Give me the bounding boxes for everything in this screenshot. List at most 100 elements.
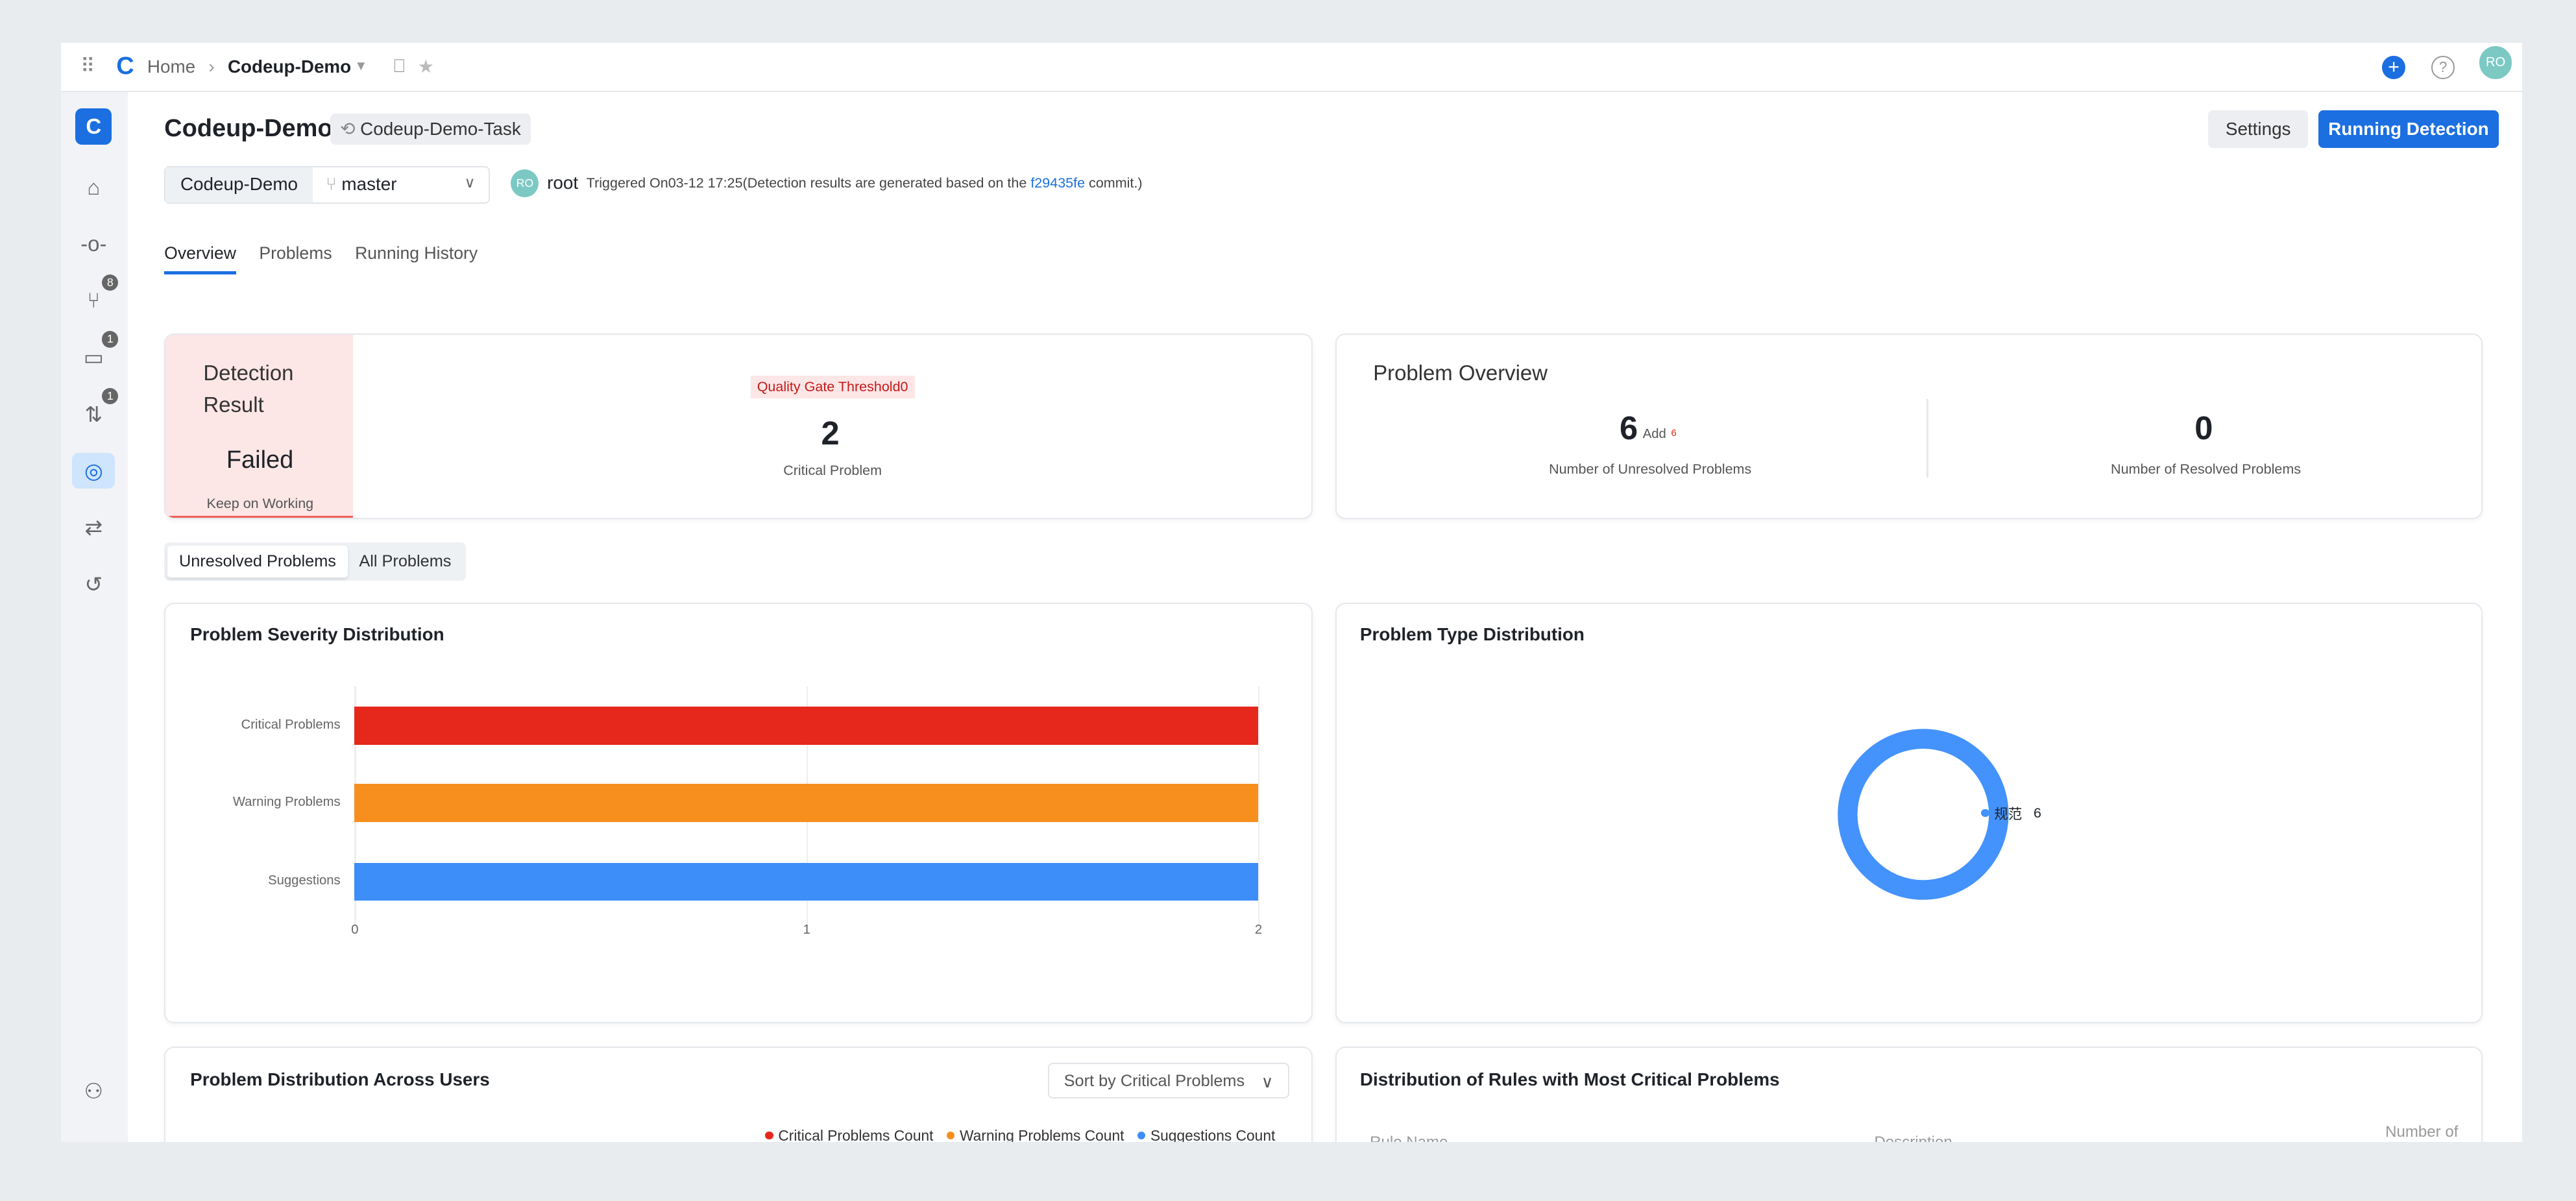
filter-all[interactable]: All Problems	[359, 552, 452, 570]
merge-request-icon: ⇅	[84, 402, 103, 426]
tab-problems[interactable]: Problems	[259, 243, 332, 263]
legend-value: 6	[2034, 805, 2041, 821]
x-tick-label: 2	[1254, 923, 1263, 938]
branch-icon: ⑂	[326, 173, 337, 194]
resolved-count: 0	[2194, 409, 2213, 446]
running-detection-button[interactable]: Running Detection	[2318, 110, 2499, 148]
members-icon: ⚇	[84, 1078, 104, 1103]
user-avatar[interactable]: RO	[2479, 45, 2512, 79]
bookmark-icon[interactable]: ⎕	[393, 56, 405, 77]
code-detection-icon: ◎	[84, 458, 103, 483]
grid-line	[1258, 686, 1260, 928]
bar-warning-problems[interactable]	[354, 784, 1258, 822]
tag-icon: ▭	[83, 345, 104, 370]
type-chart-title: Problem Type Distribution	[1359, 624, 1585, 644]
codeup-logo-icon[interactable]: C	[116, 53, 134, 80]
count-badge: 1	[102, 387, 119, 404]
column-rule-name: Rule Name	[1370, 1134, 1448, 1142]
count-badge: 8	[102, 274, 119, 291]
legend-dot	[1981, 808, 1989, 818]
problem-filter: Unresolved Problems All Problems	[164, 542, 467, 581]
donut-slice[interactable]	[1838, 729, 2010, 900]
pipeline-icon: ⇄	[84, 515, 103, 540]
trigger-suffix: commit.)	[1085, 175, 1143, 191]
commit-icon: -o-	[80, 231, 107, 256]
sidebar-item-merge-request[interactable]: ⇅ 1	[72, 387, 119, 432]
legend-dot	[765, 1131, 773, 1140]
result-subtitle: Keep on Working	[206, 496, 314, 512]
sidebar-item-code-detection[interactable]: ◎	[72, 452, 115, 489]
apps-grid-icon[interactable]: ⠿	[80, 55, 95, 78]
type-donut-chart	[1838, 729, 2010, 900]
sidebar-item-pipeline[interactable]: ⇄	[72, 509, 115, 546]
resolved-label: Number of Resolved Problems	[2111, 461, 2302, 477]
help-icon[interactable]: ?	[2431, 56, 2455, 79]
critical-label: Critical Problem	[783, 463, 882, 479]
legend-dot	[1137, 1131, 1146, 1140]
repo-logo-icon[interactable]: C	[75, 108, 112, 145]
add-value: 6	[1671, 428, 1677, 439]
severity-chart-title: Problem Severity Distribution	[190, 624, 444, 644]
top-bar: ⠿ C Home › Codeup-Demo ▼ ⎕ ★ + ? RO	[60, 43, 2522, 92]
sidebar-item-members[interactable]: ⚇	[72, 1073, 115, 1109]
unresolved-count: 6	[1619, 409, 1638, 446]
legend-item[interactable]: Warning Problems Count	[946, 1126, 1124, 1142]
breadcrumb-repo[interactable]: Codeup-Demo	[227, 56, 352, 77]
trigger-info: RO root Triggered On03-12 17:25(Detectio…	[511, 169, 1143, 197]
unresolved-label: Number of Unresolved Problems	[1549, 461, 1752, 477]
overview-divider	[1926, 398, 1928, 478]
y-tick-label: Critical Problems	[241, 717, 341, 732]
y-tick-label: Suggestions	[268, 873, 341, 888]
repo-branch-selector[interactable]: Codeup-Demo ⑂ master ∨	[164, 165, 490, 204]
trigger-avatar: RO	[511, 169, 539, 197]
result-title: Detection Result	[203, 361, 294, 417]
users-legend: Critical Problems Count Warning Problems …	[752, 1123, 1275, 1142]
legend-label: Warning Problems Count	[959, 1126, 1124, 1142]
rules-table-title: Distribution of Rules with Most Critical…	[1359, 1069, 1780, 1089]
users-chart-card: Problem Distribution Across Users Sort b…	[164, 1046, 1313, 1142]
legend-item[interactable]: Suggestions Count	[1137, 1127, 1275, 1142]
tab-running-history[interactable]: Running History	[355, 243, 478, 263]
star-icon[interactable]: ★	[417, 56, 434, 77]
commit-link[interactable]: f29435fe	[1030, 175, 1086, 191]
legend-label: 规范	[1994, 806, 2023, 822]
unresolved-stat: 6 Add 6	[1620, 409, 1677, 447]
trigger-text: Triggered On03-12 17:25(Detection result…	[586, 175, 1031, 191]
branch-name: master	[341, 173, 397, 194]
sidebar-item-branch[interactable]: ⑂ 8	[72, 274, 119, 319]
legend-item[interactable]: Critical Problems Count	[765, 1127, 933, 1142]
users-chart-title: Problem Distribution Across Users	[190, 1069, 490, 1089]
settings-button[interactable]: Settings	[2207, 110, 2309, 148]
history-icon: ↺	[84, 572, 103, 596]
filter-unresolved[interactable]: Unresolved Problems	[167, 545, 348, 577]
home-icon: ⌂	[87, 175, 101, 199]
bar-critical-problems[interactable]	[354, 707, 1258, 745]
x-tick-label: 0	[351, 923, 359, 938]
task-icon: ⟲	[340, 119, 361, 140]
sidebar-item-commit[interactable]: -o-	[72, 226, 115, 262]
bar-suggestions[interactable]	[354, 863, 1258, 901]
breadcrumb-home[interactable]: Home	[147, 56, 196, 77]
overview-title: Problem Overview	[1373, 361, 1548, 385]
sidebar-item-tag[interactable]: ▭ 1	[72, 331, 119, 376]
problem-overview-card: Problem Overview 6 Add 6 Number of Unres…	[1335, 333, 2483, 520]
donut-legend-item[interactable]: 规范 6	[1981, 803, 2041, 823]
caret-down-icon[interactable]: ▼	[354, 59, 368, 74]
task-tag[interactable]: ⟲ Codeup-Demo-Task	[330, 113, 531, 145]
breadcrumb-separator: ›	[208, 56, 215, 77]
sidebar-item-home[interactable]: ⌂	[72, 169, 115, 206]
result-panel: Detection Result Failed Keep on Working	[165, 334, 353, 518]
tab-overview[interactable]: Overview	[164, 243, 236, 275]
add-icon[interactable]: +	[2382, 56, 2405, 79]
sort-select[interactable]: Sort by Critical Problems ∨	[1047, 1062, 1290, 1099]
chevron-down-icon: ∨	[464, 173, 476, 191]
sidebar-item-history[interactable]: ↺	[72, 566, 115, 602]
add-label: Add	[1642, 427, 1666, 442]
trigger-user: root	[547, 173, 579, 193]
severity-chart-card: Problem Severity Distribution 0 1 2 Critica…	[164, 603, 1313, 1024]
tabs: Overview Problems Running History	[164, 243, 478, 275]
y-tick-label: Warning Problems	[232, 794, 341, 809]
main-content: Codeup-Demo ⟲ Codeup-Demo-Task Settings …	[128, 92, 2521, 1142]
app-window: ⠿ C Home › Codeup-Demo ▼ ⎕ ★ + ? RO C ⌂ -…	[60, 42, 2522, 1142]
x-tick-label: 1	[803, 923, 810, 938]
